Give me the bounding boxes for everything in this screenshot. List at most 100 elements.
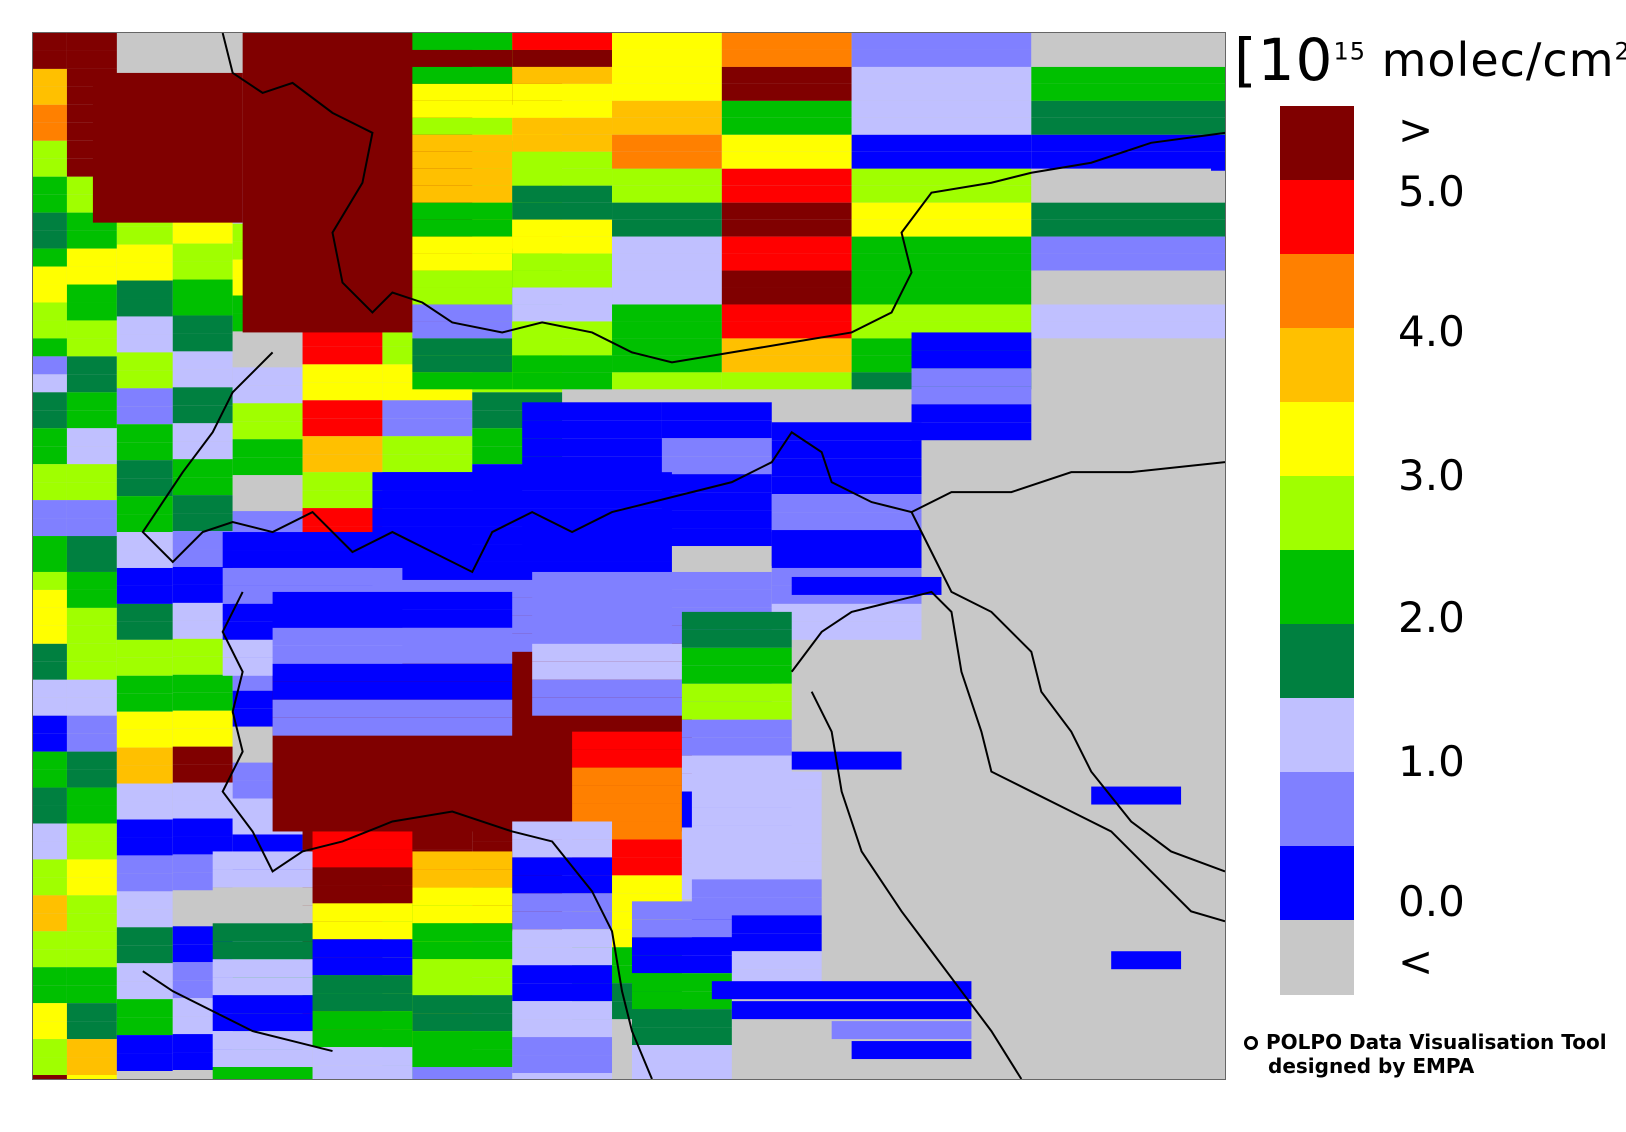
pixel-cell	[1031, 321, 1225, 339]
pixel-cell	[66, 338, 117, 357]
pixel-cell	[116, 550, 173, 568]
pixel-cell	[33, 895, 67, 914]
pixel-cell	[172, 656, 233, 675]
pixel-cell	[172, 297, 233, 316]
pixel-cell	[721, 355, 852, 373]
pixel-cell	[302, 382, 383, 401]
pixel-cell	[33, 320, 67, 339]
pixel-cell	[232, 367, 303, 386]
pixel-cell	[66, 266, 117, 285]
pixel-cell	[631, 1045, 732, 1064]
pixel-cell	[172, 459, 233, 478]
pixel-cell	[33, 158, 67, 177]
pixel-cell	[212, 887, 313, 906]
colorbar-bin-below	[1280, 920, 1354, 995]
map-panel[interactable]	[32, 32, 1226, 1080]
pixel-cell	[612, 49, 722, 67]
pixel-cell	[33, 554, 67, 572]
pixel-cell	[721, 168, 852, 186]
pixel-cell	[33, 284, 67, 303]
pixel-cell	[771, 550, 922, 568]
pixel-cell	[312, 1011, 413, 1030]
pixel-cell	[851, 151, 1032, 169]
pixel-cell	[681, 647, 792, 666]
pixel-cell	[1031, 287, 1225, 305]
pixel-cell	[512, 151, 613, 169]
pixel-cell	[412, 66, 513, 84]
border-line	[221, 33, 1225, 364]
pixel-cell	[771, 458, 922, 477]
colorbar-bin-4.5-5.0	[1280, 180, 1354, 255]
pixel-cell	[172, 243, 233, 262]
pixel-cell	[172, 710, 233, 729]
pixel-cell	[721, 321, 852, 339]
pixel-cell	[612, 219, 722, 237]
pixel-cell	[512, 49, 613, 67]
credit-line-2: designed by EMPA	[1268, 1054, 1475, 1078]
pixel-cell	[522, 456, 662, 475]
pixel-cell	[721, 219, 852, 237]
pixel-cell	[612, 372, 722, 390]
pixel-cell	[412, 355, 513, 373]
pixel-cell	[691, 843, 822, 862]
pixel-cell	[116, 945, 173, 964]
pixel-cell	[532, 589, 772, 608]
pixel-cell	[412, 168, 513, 186]
colorbar-bin-0.5-1.0	[1280, 772, 1354, 847]
credit-line-1: POLPO Data Visualisation Tool	[1244, 1030, 1624, 1054]
pixel-cell	[851, 253, 1032, 271]
pixel-cell	[412, 270, 513, 288]
pixel-cell	[382, 400, 473, 419]
pixel-cell	[412, 851, 513, 870]
pixel-cell	[232, 457, 303, 476]
pixel-cell	[172, 549, 233, 567]
pixel-cell	[272, 681, 513, 700]
pixel-cell	[512, 893, 613, 912]
pixel-cell	[212, 995, 313, 1014]
pixel-cell	[412, 151, 513, 169]
pixel-cell	[771, 512, 922, 531]
pixel-cell	[512, 929, 613, 948]
pixel-cell	[791, 576, 942, 595]
pixel-cell	[172, 566, 233, 585]
pixel-cell	[66, 679, 117, 698]
colorbar-bin-3.0-3.5	[1280, 402, 1354, 477]
pixel-cell	[33, 733, 67, 752]
pixel-cell	[412, 941, 513, 960]
pixel-cell	[172, 531, 233, 550]
pixel-cell	[33, 877, 67, 896]
colorbar-bin-2.0-2.5	[1280, 550, 1354, 625]
pixel-cell	[612, 117, 722, 135]
pixel-cell	[691, 807, 822, 826]
pixel-cell	[66, 428, 117, 447]
pixel-cell	[522, 402, 662, 421]
pixel-cell	[631, 955, 732, 974]
map-canvas[interactable]	[33, 33, 1225, 1079]
pixel-cell	[721, 304, 852, 322]
pixel-cell	[66, 518, 117, 537]
pixel-cell	[771, 422, 922, 441]
pixel-cell	[412, 33, 513, 50]
pixel-cell	[66, 536, 117, 555]
pixel-cell	[116, 280, 173, 299]
pixel-cell	[116, 1035, 173, 1054]
pixel-cell	[33, 931, 67, 950]
pixel-cell	[302, 364, 383, 383]
pixel-cell	[33, 140, 67, 159]
pixel-cell	[66, 625, 117, 644]
pixel-cell	[1031, 355, 1225, 373]
pixel-cell	[412, 321, 513, 339]
pixel-cell	[1031, 117, 1225, 135]
pixel-cell	[791, 751, 902, 770]
pixel-cell	[851, 185, 1032, 203]
colorbar-bin-4.0-4.5	[1280, 254, 1354, 329]
pixel-cell	[631, 937, 732, 956]
pixel-cell	[302, 346, 383, 365]
pixel-cell	[116, 298, 173, 317]
pixel-cell	[66, 1021, 117, 1040]
pixel-cell	[691, 789, 822, 808]
pixel-cell	[412, 338, 513, 356]
pixel-cell	[721, 287, 852, 305]
colorbar-bin-1.0-1.5	[1280, 698, 1354, 773]
pixel-cell	[312, 993, 413, 1012]
